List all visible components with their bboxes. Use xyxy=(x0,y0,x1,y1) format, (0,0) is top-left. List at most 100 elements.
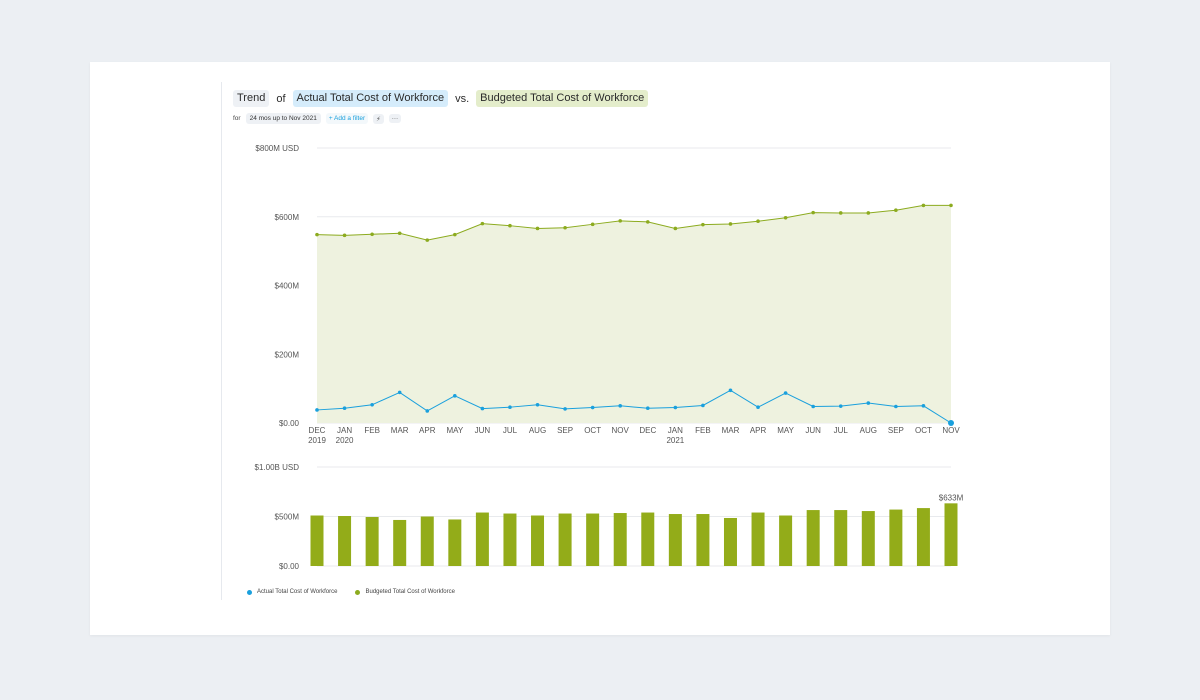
bar xyxy=(779,515,793,566)
legend-label-budget: Budgeted Total Cost of Workforce xyxy=(365,589,455,595)
x-tick-label: JUN xyxy=(475,426,491,435)
actual-point xyxy=(453,394,457,398)
budget-point xyxy=(618,219,623,223)
x-tick-label: MAY xyxy=(446,426,463,435)
x-tick-label: AUG xyxy=(860,426,877,435)
budget-point xyxy=(838,211,843,215)
actual-point xyxy=(838,404,843,408)
x-tick-label: JAN xyxy=(337,426,352,435)
x-tick-label: MAR xyxy=(391,426,409,435)
bar xyxy=(806,510,820,566)
budget-point xyxy=(508,223,512,228)
actual-point xyxy=(618,404,623,408)
of-label: of xyxy=(276,92,286,105)
vs-label: vs. xyxy=(455,92,470,105)
x-tick-label: AUG xyxy=(529,426,546,435)
legend-item-budget[interactable]: Budgeted Total Cost of Workforce xyxy=(355,589,455,595)
actual-point xyxy=(397,390,402,395)
actual-point xyxy=(590,405,595,410)
date-range-pill[interactable]: 24 mos up to Nov 2021 xyxy=(245,113,321,124)
budget-point xyxy=(425,238,430,242)
budget-point xyxy=(728,222,733,226)
actual-line xyxy=(316,389,952,424)
bar xyxy=(916,508,930,566)
actual-point xyxy=(701,403,705,408)
budget-point xyxy=(535,226,540,231)
bar-y-tick-label: $500M xyxy=(275,513,300,522)
x-year-label: 2019 xyxy=(308,436,326,445)
trend-chip[interactable]: Trend xyxy=(233,90,270,107)
legend: Actual Total Cost of Workforce Budgeted … xyxy=(247,589,455,595)
x-tick-label: DEC xyxy=(309,426,326,435)
bar xyxy=(365,516,379,566)
actual-point xyxy=(342,406,347,411)
bar xyxy=(696,514,710,566)
bar xyxy=(310,515,324,566)
actual-point xyxy=(921,404,926,408)
bar xyxy=(723,517,737,566)
actual-point xyxy=(783,391,788,395)
budget-point xyxy=(590,222,595,227)
divider-line xyxy=(221,82,222,600)
actual-point xyxy=(645,406,650,411)
bar xyxy=(586,513,600,566)
budget-point xyxy=(645,220,650,224)
bar xyxy=(944,503,958,566)
y-tick-label: $200M xyxy=(275,350,300,359)
actual-point xyxy=(370,402,374,407)
legend-label-actual: Actual Total Cost of Workforce xyxy=(257,589,338,595)
bar xyxy=(503,513,517,566)
actual-point xyxy=(535,402,540,407)
budget-point xyxy=(921,203,926,208)
bar xyxy=(751,512,765,566)
x-year-label: 2020 xyxy=(336,436,354,445)
actual-point xyxy=(728,388,733,393)
bar xyxy=(668,514,682,566)
x-tick-label: NOV xyxy=(942,426,960,435)
x-tick-label: NOV xyxy=(612,426,630,435)
actual-metric-chip[interactable]: Actual Total Cost of Workforce xyxy=(292,90,449,107)
budget-point xyxy=(673,226,678,231)
x-tick-label: MAR xyxy=(722,426,740,435)
y-tick-label: $800M USD xyxy=(255,144,299,153)
x-tick-label: FEB xyxy=(364,426,380,435)
budget-metric-chip[interactable]: Budgeted Total Cost of Workforce xyxy=(476,90,649,107)
for-label: for xyxy=(233,115,241,122)
bar xyxy=(338,516,352,566)
budget-point xyxy=(701,222,705,227)
filter-bar: for 24 mos up to Nov 2021 + Add a filter… xyxy=(233,113,402,124)
budget-point xyxy=(370,232,374,237)
bar xyxy=(393,519,407,566)
budget-point xyxy=(453,232,457,237)
bar xyxy=(641,512,655,566)
x-tick-label: SEP xyxy=(557,426,573,435)
chart-title: Trend of Actual Total Cost of Workforce … xyxy=(233,90,649,107)
actual-point xyxy=(866,401,871,405)
budget-area xyxy=(317,205,951,423)
bar-y-tick-label: $0.00 xyxy=(279,562,300,571)
legend-dot-budget xyxy=(355,589,361,595)
bar xyxy=(889,509,903,566)
actual-point xyxy=(508,405,512,409)
legend-item-actual[interactable]: Actual Total Cost of Workforce xyxy=(247,589,337,595)
x-tick-label: DEC xyxy=(639,426,656,435)
budget-point xyxy=(756,219,760,224)
budget-point xyxy=(315,232,319,237)
bar xyxy=(613,513,627,566)
actual-point xyxy=(480,406,485,411)
bar-y-tick-label: $1.00B USD xyxy=(255,463,300,472)
x-tick-label: SEP xyxy=(888,426,904,435)
bolt-icon[interactable]: ⚡ xyxy=(373,113,384,124)
budget-point xyxy=(563,225,567,230)
x-tick-label: MAY xyxy=(777,426,794,435)
x-tick-label: FEB xyxy=(695,426,711,435)
x-tick-label: JUL xyxy=(834,426,849,435)
add-filter-button[interactable]: + Add a filter xyxy=(325,113,369,124)
budget-point xyxy=(811,210,815,215)
actual-point xyxy=(673,405,678,410)
x-tick-label: JUN xyxy=(805,426,821,435)
x-tick-label: APR xyxy=(419,426,436,435)
more-icon[interactable]: ··· xyxy=(388,114,402,123)
x-tick-label: JAN xyxy=(668,426,683,435)
x-tick-label: OCT xyxy=(584,426,601,435)
